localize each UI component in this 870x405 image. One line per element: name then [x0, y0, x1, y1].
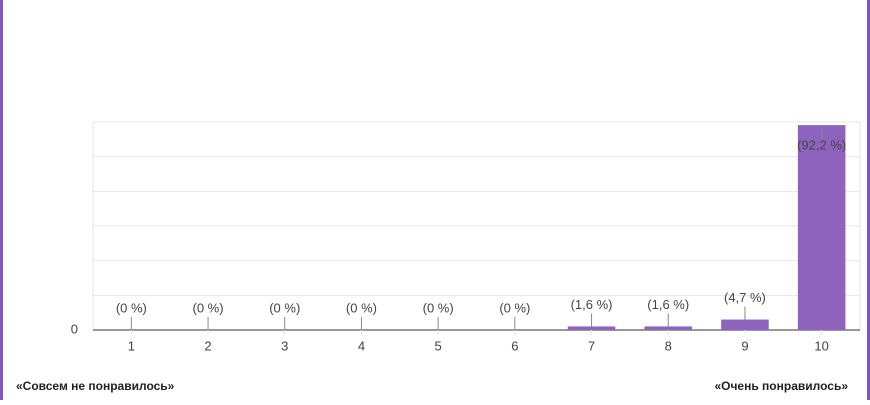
x-tick-label: 10	[814, 338, 828, 353]
frame-right	[867, 0, 870, 400]
x-tick-label: 1	[128, 338, 135, 353]
value-label: (0 %)	[193, 300, 224, 315]
x-tick-label: 3	[281, 338, 288, 353]
x-tick-label: 8	[665, 338, 672, 353]
bar	[721, 319, 769, 330]
value-label: (0 %)	[116, 300, 147, 315]
bar	[644, 326, 693, 330]
x-tick-label: 6	[511, 338, 518, 353]
value-label: (0 %)	[269, 300, 300, 315]
value-label: (1,6 %)	[647, 297, 689, 312]
x-tick-label: 5	[435, 338, 442, 353]
x-tick-label: 4	[358, 338, 365, 353]
x-tick-label: 7	[588, 338, 595, 353]
value-label: (4,7 %)	[724, 290, 766, 305]
value-label: (92,2 %)	[797, 138, 846, 153]
x-tick-label: 9	[741, 338, 748, 353]
frame-left	[0, 0, 3, 400]
value-label: (0 %)	[346, 300, 377, 315]
bar	[567, 326, 616, 330]
right-scale-label: «Очень понравилось»	[714, 379, 848, 393]
x-tick-label: 2	[204, 338, 211, 353]
value-label: (0 %)	[499, 300, 530, 315]
value-label: (1,6 %)	[571, 297, 613, 312]
bar	[797, 125, 846, 330]
y-tick-label: 0	[71, 321, 78, 336]
value-label: (0 %)	[423, 300, 454, 315]
left-scale-label: «Совсем не понравилось»	[16, 379, 175, 393]
